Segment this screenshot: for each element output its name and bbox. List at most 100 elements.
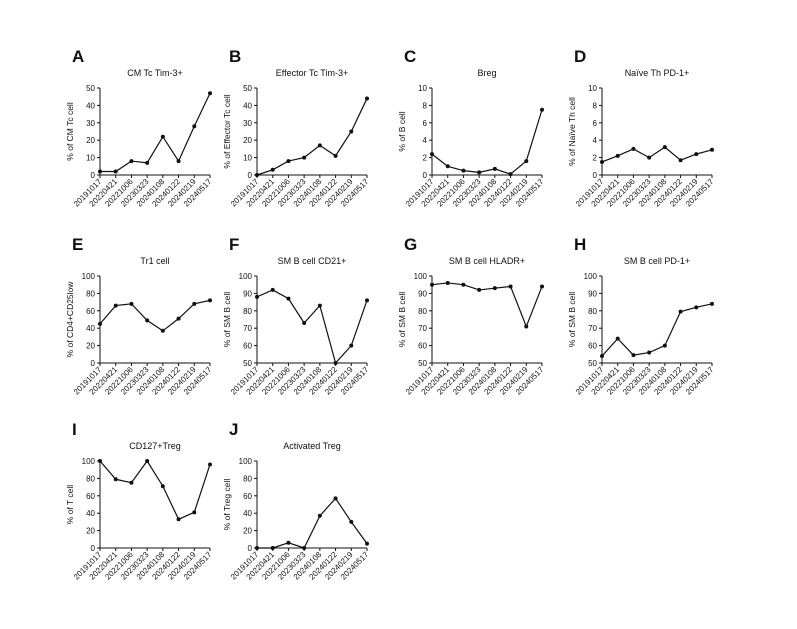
data-line bbox=[601, 303, 713, 357]
panel-label: D bbox=[574, 47, 586, 66]
data-point bbox=[98, 169, 102, 174]
y-tick-label: 90 bbox=[418, 289, 427, 298]
data-line bbox=[431, 282, 543, 329]
y-tick-label: 60 bbox=[243, 342, 252, 351]
data-point bbox=[98, 459, 102, 463]
panel-title: SM B cell HLADR+ bbox=[449, 256, 525, 266]
data-point bbox=[445, 164, 450, 169]
data-point bbox=[255, 546, 259, 550]
data-point bbox=[540, 284, 544, 289]
y-tick-label: 100 bbox=[584, 272, 598, 281]
y-tick-label: 100 bbox=[239, 272, 253, 281]
data-line bbox=[257, 497, 368, 549]
data-point bbox=[160, 328, 165, 333]
y-tick-label: 80 bbox=[418, 307, 427, 316]
data-point bbox=[286, 296, 291, 301]
data-point bbox=[694, 152, 699, 157]
panel-label: G bbox=[404, 235, 417, 254]
y-tick-label: 60 bbox=[86, 307, 95, 316]
y-tick-label: 8 bbox=[423, 101, 428, 110]
data-point bbox=[160, 484, 165, 489]
y-tick-label: 60 bbox=[418, 342, 427, 351]
y-tick-label: 10 bbox=[86, 154, 95, 163]
y-tick-label: 40 bbox=[243, 509, 252, 518]
data-point bbox=[286, 540, 291, 545]
data-point bbox=[662, 343, 667, 348]
data-point bbox=[270, 167, 275, 172]
data-point bbox=[208, 462, 212, 467]
y-tick-label: 2 bbox=[593, 154, 598, 163]
y-tick-label: 50 bbox=[86, 84, 95, 93]
data-point bbox=[145, 318, 150, 323]
y-tick-label: 80 bbox=[86, 289, 95, 298]
data-point bbox=[615, 336, 620, 341]
y-axis-label: % of SM B cell bbox=[397, 292, 407, 347]
data-point bbox=[694, 305, 699, 310]
data-point bbox=[176, 159, 181, 164]
data-point bbox=[710, 301, 714, 306]
data-point bbox=[113, 303, 118, 308]
data-point bbox=[524, 324, 529, 329]
y-axis-label: % of Naïve Th cell bbox=[567, 97, 577, 166]
panel-label: B bbox=[229, 47, 241, 66]
y-tick-label: 10 bbox=[588, 84, 597, 93]
data-line bbox=[431, 109, 543, 175]
y-tick-label: 2 bbox=[423, 154, 428, 163]
data-point bbox=[508, 284, 513, 289]
y-tick-label: 60 bbox=[243, 492, 252, 501]
y-tick-label: 8 bbox=[593, 101, 598, 110]
data-line bbox=[601, 146, 713, 163]
panel-label: C bbox=[404, 47, 416, 66]
y-tick-label: 4 bbox=[593, 136, 598, 145]
data-point bbox=[678, 158, 683, 163]
data-point bbox=[255, 294, 259, 299]
panel-label: F bbox=[229, 235, 239, 254]
data-point bbox=[508, 172, 513, 177]
y-axis-label: % of Treg cell bbox=[222, 479, 232, 531]
data-line bbox=[256, 289, 368, 365]
y-tick-label: 0 bbox=[91, 171, 96, 180]
y-tick-label: 0 bbox=[248, 171, 253, 180]
data-line bbox=[99, 299, 211, 332]
data-point bbox=[461, 282, 466, 287]
panel-title: Naïve Th PD-1+ bbox=[625, 68, 690, 78]
data-point bbox=[461, 168, 466, 173]
y-tick-label: 20 bbox=[86, 342, 95, 351]
data-point bbox=[349, 519, 354, 524]
y-tick-label: 30 bbox=[243, 119, 252, 128]
data-point bbox=[302, 546, 307, 550]
data-point bbox=[317, 513, 322, 518]
y-tick-label: 50 bbox=[243, 359, 252, 368]
data-point bbox=[540, 107, 544, 112]
y-tick-label: 100 bbox=[82, 272, 96, 281]
y-tick-label: 6 bbox=[593, 119, 598, 128]
panel-title: SM B cell CD21+ bbox=[278, 256, 347, 266]
y-tick-label: 40 bbox=[86, 509, 95, 518]
data-point bbox=[160, 134, 165, 139]
axes bbox=[99, 276, 210, 364]
data-point bbox=[113, 169, 118, 174]
y-tick-label: 90 bbox=[243, 289, 252, 298]
data-point bbox=[317, 143, 322, 148]
data-point bbox=[145, 160, 150, 165]
data-point bbox=[192, 124, 197, 129]
y-tick-label: 50 bbox=[588, 359, 597, 368]
y-tick-label: 100 bbox=[239, 457, 253, 466]
data-point bbox=[129, 480, 134, 485]
panel-label: H bbox=[574, 235, 586, 254]
y-tick-label: 80 bbox=[243, 307, 252, 316]
data-point bbox=[678, 309, 683, 314]
y-tick-label: 6 bbox=[423, 119, 428, 128]
panel-title: Tr1 cell bbox=[140, 256, 169, 266]
y-tick-label: 50 bbox=[418, 359, 427, 368]
data-point bbox=[445, 280, 450, 285]
y-tick-label: 0 bbox=[593, 171, 598, 180]
data-point bbox=[365, 541, 369, 546]
data-point bbox=[710, 147, 714, 152]
data-point bbox=[286, 159, 291, 164]
panel-label: J bbox=[229, 420, 238, 439]
y-tick-label: 70 bbox=[588, 324, 597, 333]
data-point bbox=[631, 146, 636, 151]
y-tick-label: 0 bbox=[423, 171, 428, 180]
